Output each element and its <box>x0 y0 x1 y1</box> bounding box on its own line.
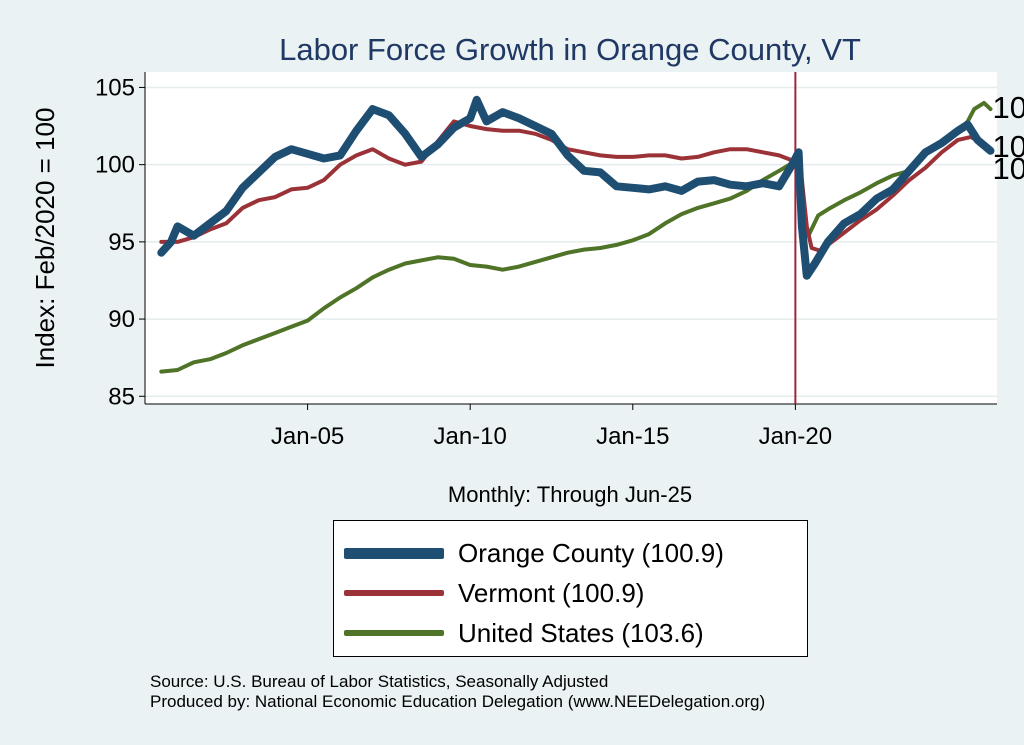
x-tick-label: Jan-10 <box>433 423 506 450</box>
legend-item-vermont: Vermont (100.9) <box>344 573 644 613</box>
series-line-vermont <box>159 119 993 254</box>
chart-title: Labor Force Growth in Orange County, VT <box>279 32 861 67</box>
axes: 85 90 95 100 105 Jan-05 Jan-10 Jan-15 Jan-20 <box>95 72 997 450</box>
source-note: Source: U.S. Bureau of Labor Statistics,… <box>150 672 765 712</box>
x-axis-label: Monthly: Through Jun-25 <box>448 482 692 507</box>
y-axis-label: Index: Feb/2020 = 100 <box>30 108 60 369</box>
legend-item-united-states: United States (103.6) <box>344 613 704 653</box>
legend-label-vermont: Vermont (100.9) <box>458 577 645 608</box>
end-label-united-states: 103.6 <box>992 90 1024 125</box>
y-tick-label: 85 <box>108 383 135 410</box>
legend-swatch-united-states <box>344 630 444 636</box>
y-tick-label: 95 <box>108 229 135 256</box>
legend-label-orange-county: Orange County (100.9) <box>458 537 724 568</box>
y-tick-label: 90 <box>108 306 135 333</box>
gridlines <box>145 86 997 398</box>
plot-area <box>145 72 997 404</box>
end-labels: 103.6 100.9100.9 <box>992 90 1024 186</box>
legend-swatch-orange-county <box>344 547 444 559</box>
legend-label-united-states: United States (103.6) <box>458 617 704 648</box>
source-line: Source: U.S. Bureau of Labor Statistics,… <box>150 672 609 691</box>
end-label-orange-county: 100.9 <box>992 151 1024 186</box>
legend: Orange County (100.9) Vermont (100.9) Un… <box>333 520 808 657</box>
series-layer <box>157 72 995 404</box>
x-tick-label: Jan-20 <box>759 423 832 450</box>
produced-by-line: Produced by: National Economic Education… <box>150 692 766 711</box>
series-line-united-states <box>159 100 993 374</box>
legend-item-orange-county: Orange County (100.9) <box>344 533 724 573</box>
legend-swatch-vermont <box>344 590 444 596</box>
series-line-orange-county <box>157 95 995 280</box>
y-tick-label: 105 <box>95 74 135 101</box>
y-tick-label: 100 <box>95 152 135 179</box>
x-tick-label: Jan-05 <box>271 423 344 450</box>
x-tick-label: Jan-15 <box>596 423 669 450</box>
line-chart: Labor Force Growth in Orange County, VT … <box>30 32 1024 507</box>
end-label-vermont: 100.9 <box>992 129 1024 164</box>
